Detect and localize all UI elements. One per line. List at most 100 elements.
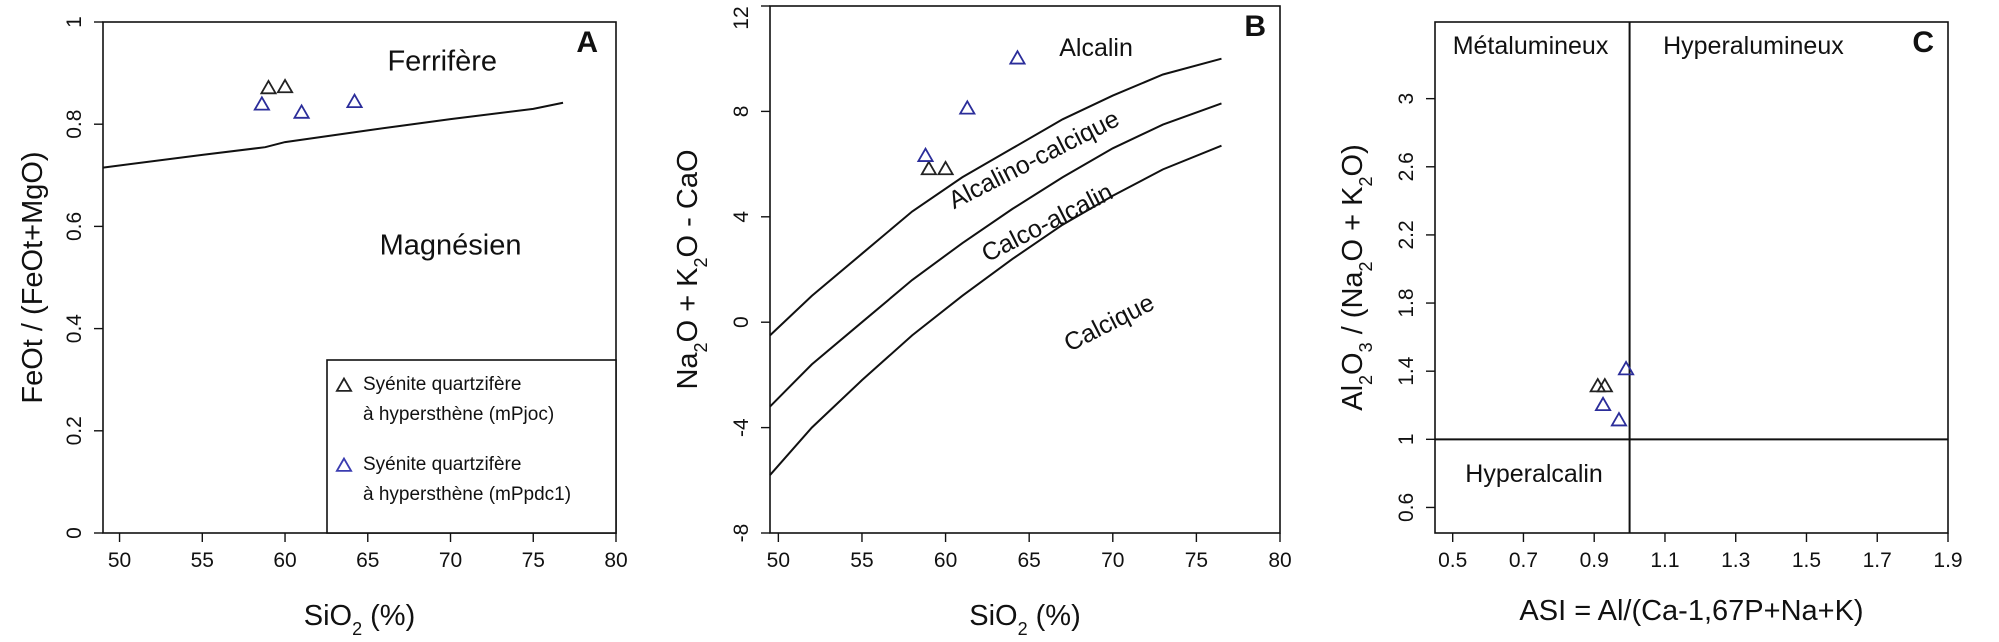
y-axis-title: FeOt / (FeOt+MgO) bbox=[17, 151, 49, 403]
panel-a: 50 55 60 65 70 75 80 0 0.2 0.4 0.6 0.8 1 Ferrifère Mag… bbox=[17, 16, 628, 639]
axis-title-part: Al bbox=[1337, 385, 1369, 411]
ferrifere-magnesien-boundary bbox=[102, 101, 564, 169]
x-tick-label: 60 bbox=[273, 549, 296, 572]
axis-title-part: O) bbox=[1337, 144, 1369, 176]
x-tick-label: 75 bbox=[522, 549, 545, 572]
y-tick-label: 2.6 bbox=[1395, 152, 1418, 181]
axis-title-subscript: 2 bbox=[691, 257, 711, 267]
y-tick-label: 0.2 bbox=[63, 416, 86, 445]
data-point-mppdc1 bbox=[345, 92, 364, 109]
x-axis-title: ASI = Al/(Ca-1,67P+Na+K) bbox=[1519, 595, 1863, 627]
legend-text-line1: Syénite quartzifère bbox=[363, 454, 521, 475]
axis-title-subscript: 2 bbox=[352, 619, 362, 639]
legend-text-line2: à hypersthène (mPjoc) bbox=[363, 404, 554, 425]
x-tick-label: 0.7 bbox=[1509, 549, 1538, 572]
x-axis-title: SiO2 (%) bbox=[969, 600, 1081, 639]
y-tick-label: 1 bbox=[1395, 433, 1418, 445]
x-tick-label: 55 bbox=[191, 549, 214, 572]
x-tick-label: 70 bbox=[1101, 549, 1124, 572]
region-label-ferrifere: Ferrifère bbox=[387, 46, 497, 78]
data-point-mppdc1 bbox=[958, 99, 976, 115]
axis-title-part: SiO bbox=[969, 600, 1017, 632]
legend-text-line1: Syénite quartzifère bbox=[363, 374, 521, 395]
panel-b: 50 55 60 65 70 75 80-8-404812AlcalinAlcalino-c… bbox=[672, 5, 1292, 639]
region-label-metalumineux: Métalumineux bbox=[1453, 32, 1609, 60]
axis-title-part: O + K bbox=[1337, 186, 1369, 262]
x-tick-label: 65 bbox=[1018, 549, 1041, 572]
data-point-mppdc1 bbox=[916, 146, 935, 162]
panel-letter-a: A bbox=[576, 26, 598, 59]
alkali-lime-boundary-3 bbox=[769, 144, 1222, 476]
x-tick-label: 50 bbox=[108, 549, 131, 572]
axis-title-subscript: 2 bbox=[1018, 619, 1028, 639]
region-label-magnesien: Magnésien bbox=[380, 230, 522, 262]
x-tick-label: 1.7 bbox=[1863, 549, 1892, 572]
data-point-mpjoc bbox=[276, 78, 294, 94]
axis-title-subscript: 2 bbox=[1356, 176, 1376, 186]
y-tick-label: 3 bbox=[1395, 93, 1418, 105]
x-tick-label: 0.9 bbox=[1580, 549, 1609, 572]
x-tick-label: 1.9 bbox=[1933, 549, 1962, 572]
axis-title-part: O - CaO bbox=[672, 149, 704, 257]
y-tick-label: 0 bbox=[63, 527, 86, 539]
y-tick-label: 1 bbox=[63, 16, 86, 28]
legend: Syénite quartzifère à hypersthène (mPjoc)… bbox=[326, 359, 617, 534]
x-tick-label: 80 bbox=[1268, 549, 1291, 572]
y-tick-label: 1.4 bbox=[1395, 356, 1418, 386]
axis-title-part: O + K bbox=[672, 267, 704, 343]
x-tick-label: 0.5 bbox=[1438, 549, 1467, 572]
plot-frame bbox=[769, 5, 1281, 534]
legend-text-line2: à hypersthène (mPpdc1) bbox=[363, 484, 571, 505]
data-point-mppdc1 bbox=[1594, 395, 1612, 412]
y-axis-title: Al2O3 / (Na2O + K2O) bbox=[1337, 144, 1376, 411]
region-label-hyperalcalin: Hyperalcalin bbox=[1465, 460, 1603, 488]
y-tick-label: 4 bbox=[730, 211, 753, 223]
alkali-lime-boundary-2 bbox=[769, 102, 1222, 408]
y-tick-label: 2.2 bbox=[1395, 220, 1418, 249]
axis-title-part: (%) bbox=[1028, 600, 1081, 632]
y-tick-label: -4 bbox=[730, 418, 753, 437]
axis-title-part: / (Na bbox=[1337, 271, 1369, 343]
axis-title-part: (%) bbox=[362, 600, 415, 632]
y-tick-label: 0.4 bbox=[63, 314, 86, 344]
data-point-mppdc1 bbox=[1610, 411, 1628, 427]
y-tick-label: 8 bbox=[730, 106, 753, 118]
x-tick-label: 1.1 bbox=[1650, 549, 1679, 572]
panel-letter-c: C bbox=[1912, 26, 1934, 59]
x-tick-label: 1.3 bbox=[1721, 549, 1750, 572]
y-tick-label: 0.6 bbox=[63, 212, 86, 241]
data-point-mppdc1 bbox=[1008, 49, 1027, 65]
x-axis-title: SiO2 (%) bbox=[304, 600, 416, 639]
region-label-hyperalumineux: Hyperalumineux bbox=[1663, 32, 1844, 60]
y-tick-label: 1.8 bbox=[1395, 288, 1418, 317]
axis-title-subscript: 2 bbox=[691, 342, 711, 352]
legend-marker bbox=[335, 376, 353, 392]
data-point-mppdc1 bbox=[253, 95, 271, 111]
y-tick-label: -8 bbox=[730, 524, 753, 543]
x-tick-label: 65 bbox=[356, 549, 379, 572]
panel-letter-b: B bbox=[1244, 10, 1266, 43]
x-tick-label: 50 bbox=[767, 549, 790, 572]
data-point-mppdc1 bbox=[1617, 360, 1635, 376]
x-tick-label: 1.5 bbox=[1792, 549, 1821, 572]
data-point-mppdc1 bbox=[292, 103, 311, 119]
axis-title-part: SiO bbox=[304, 600, 352, 632]
axis-title-part: Na bbox=[672, 352, 704, 390]
data-point-mpjoc bbox=[920, 160, 938, 176]
panel-c: 0.5 0.7 0.9 1.1 1.3 1.5 1.7 1.9 0.6 1 1.4 1.8 2.2 2.6… bbox=[1337, 21, 1963, 627]
axis-title-subscript: 3 bbox=[1356, 342, 1376, 352]
axis-title-part: O bbox=[1337, 352, 1369, 375]
region-label-calcique: Calcique bbox=[1059, 288, 1158, 357]
axis-title-subscript: 2 bbox=[1356, 375, 1376, 385]
alkali-lime-boundary-1 bbox=[769, 57, 1222, 337]
y-tick-label: 12 bbox=[730, 6, 753, 29]
legend-marker bbox=[335, 456, 353, 472]
y-axis-title: Na2O + K2O - CaO bbox=[672, 149, 711, 389]
plot-frame bbox=[1434, 21, 1949, 534]
data-point-mpjoc bbox=[936, 160, 955, 176]
x-tick-label: 80 bbox=[604, 549, 627, 572]
x-tick-label: 70 bbox=[439, 549, 462, 572]
region-label-alcalin: Alcalin bbox=[1059, 34, 1133, 62]
x-tick-label: 55 bbox=[850, 549, 873, 572]
